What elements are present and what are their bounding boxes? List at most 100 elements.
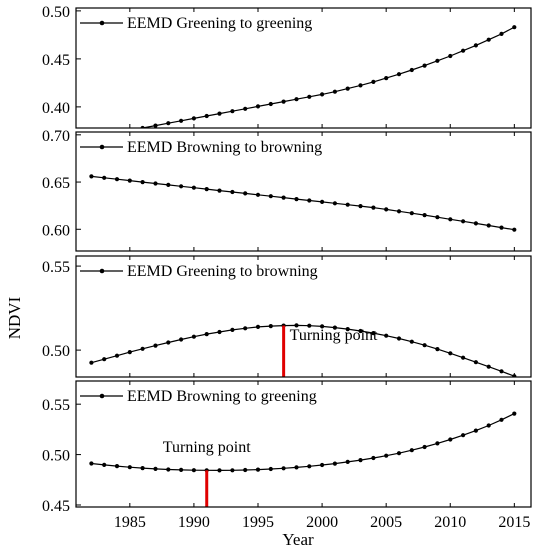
series-line xyxy=(91,324,515,377)
legend-swatch-marker xyxy=(99,20,105,26)
data-point xyxy=(396,451,402,456)
data-point xyxy=(89,174,94,179)
data-point xyxy=(294,323,299,328)
data-point xyxy=(358,458,363,463)
legend-swatch-marker xyxy=(99,393,105,399)
data-point xyxy=(486,223,491,228)
series-line xyxy=(139,26,515,128)
data-point xyxy=(384,207,389,212)
turning-point-label: Turning point xyxy=(290,327,378,344)
data-point xyxy=(320,324,325,329)
data-point xyxy=(345,86,350,91)
panel-4: 0.45 0.50 0.55 Turning point EEMD Browning t… xyxy=(42,380,532,515)
data-point xyxy=(179,467,184,472)
data-point xyxy=(422,444,427,450)
data-point xyxy=(409,211,414,216)
data-point xyxy=(243,326,248,331)
data-point xyxy=(448,437,453,442)
data-point xyxy=(140,466,145,471)
y-tick-label: 0.45 xyxy=(42,498,70,515)
data-point xyxy=(384,333,389,338)
panel-frame xyxy=(75,7,532,129)
data-point xyxy=(307,464,312,469)
data-point xyxy=(255,467,261,472)
data-point xyxy=(115,131,119,135)
data-point xyxy=(166,182,171,187)
data-point xyxy=(102,357,107,362)
data-point xyxy=(448,53,453,59)
panel-frame xyxy=(75,255,532,378)
x-tick-label: 1990 xyxy=(178,514,210,531)
panel-frame xyxy=(75,380,532,508)
x-tick-label: 1985 xyxy=(114,514,146,531)
data-point xyxy=(461,219,466,224)
legend-label: EEMD Browning to greening xyxy=(127,388,317,405)
data-point xyxy=(127,350,132,355)
data-point xyxy=(281,99,286,104)
data-point xyxy=(332,89,337,94)
data-point xyxy=(114,177,120,182)
data-point xyxy=(473,43,478,48)
data-point xyxy=(499,417,504,422)
data-point xyxy=(345,327,350,332)
data-point xyxy=(345,459,350,464)
data-point xyxy=(371,455,376,461)
data-point xyxy=(435,347,440,352)
data-point xyxy=(204,113,209,119)
data-point xyxy=(179,118,184,123)
data-point xyxy=(114,464,120,469)
x-tick-label: 2000 xyxy=(306,514,338,531)
data-point xyxy=(499,369,504,374)
data-point xyxy=(140,346,145,351)
panel-3: 0.50 0.55 Turning point EEMD Greening to br… xyxy=(42,255,532,378)
data-point xyxy=(320,199,325,204)
y-tick-label: 0.65 xyxy=(42,175,70,192)
data-point xyxy=(153,181,158,186)
data-point xyxy=(217,329,222,335)
data-point xyxy=(332,461,337,466)
data-point xyxy=(166,121,171,126)
data-point xyxy=(384,76,389,81)
data-point xyxy=(166,340,171,345)
data-point xyxy=(191,116,196,121)
data-point xyxy=(268,466,273,472)
data-point xyxy=(255,104,261,109)
data-point xyxy=(204,332,209,337)
data-point xyxy=(217,468,222,473)
x-tick-label: 1995 xyxy=(242,514,274,531)
data-point xyxy=(166,467,171,472)
series-group xyxy=(89,174,517,232)
data-point xyxy=(243,191,248,196)
data-point xyxy=(371,205,376,210)
data-point xyxy=(217,188,222,193)
data-point xyxy=(89,136,93,140)
data-point xyxy=(461,355,466,360)
data-point xyxy=(307,323,312,328)
data-point xyxy=(307,198,312,203)
data-point xyxy=(499,225,504,230)
x-axis-label: Year xyxy=(282,530,314,549)
data-point xyxy=(358,204,363,209)
data-point xyxy=(422,63,427,68)
data-point xyxy=(268,101,273,107)
legend-swatch-marker xyxy=(99,268,105,274)
data-point xyxy=(307,94,312,99)
y-tick-label: 0.55 xyxy=(42,259,70,276)
data-point xyxy=(384,453,389,458)
data-point xyxy=(127,465,132,470)
panels-group: 0.40 0.45 0.50 EEMD Greening to greening 0.6… xyxy=(42,4,532,515)
data-point xyxy=(461,433,466,438)
data-point xyxy=(448,217,453,222)
data-point xyxy=(255,324,261,329)
data-point xyxy=(281,466,286,471)
y-tick-label: 0.40 xyxy=(42,100,70,117)
legend-label: EEMD Browning to browning xyxy=(127,139,322,156)
data-point xyxy=(358,83,363,88)
data-point xyxy=(486,37,491,42)
data-point xyxy=(473,221,478,226)
data-point xyxy=(281,195,286,200)
data-point xyxy=(294,197,299,202)
data-point xyxy=(435,441,440,446)
data-point xyxy=(294,97,299,102)
data-point xyxy=(179,184,184,189)
